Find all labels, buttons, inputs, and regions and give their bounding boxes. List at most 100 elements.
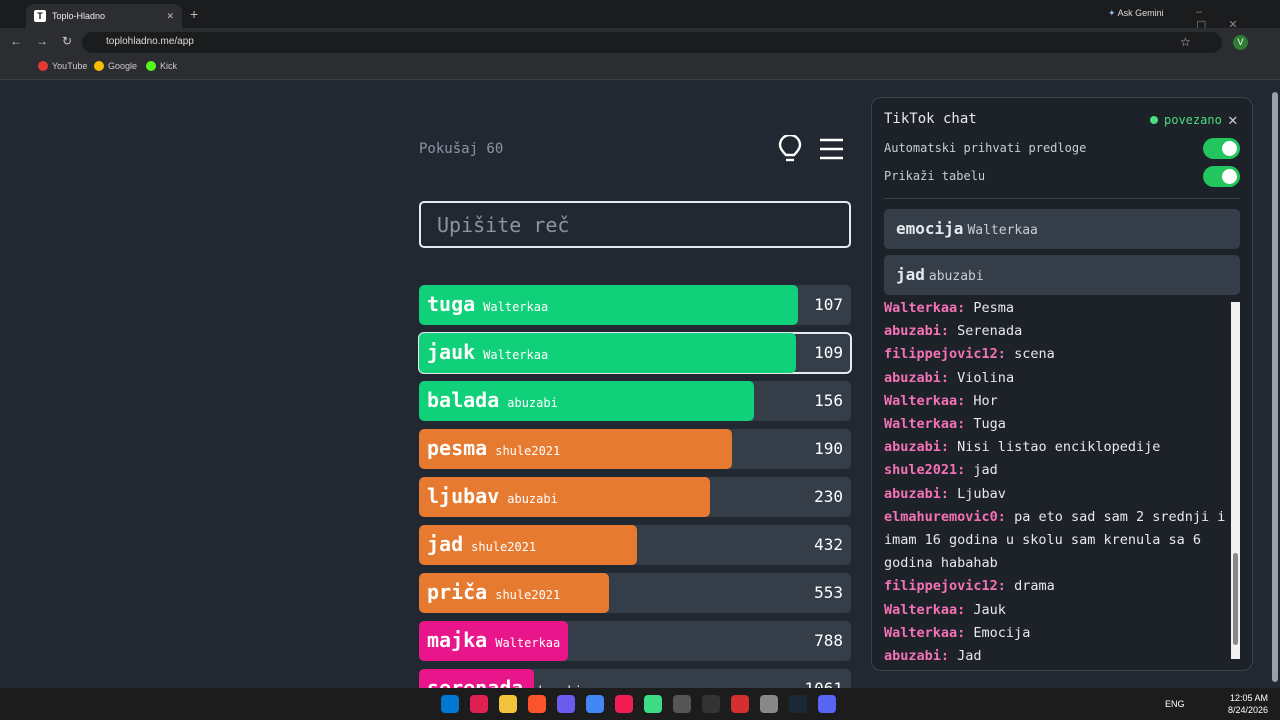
guess-user: shule2021 [471, 540, 537, 554]
guess-row[interactable]: ljubav abuzabi 230 [419, 477, 851, 517]
suggestion-word: emocija [896, 219, 964, 238]
chat-user: abuzabi: [884, 485, 950, 502]
guess-word-text: priča [427, 580, 488, 604]
chat-user: filippejovic12: [884, 346, 1006, 363]
taskbar-app[interactable] [702, 695, 720, 713]
guess-word-text: balada [427, 388, 500, 412]
taskbar-app[interactable] [789, 695, 807, 713]
setting-toggle[interactable] [1203, 138, 1240, 159]
chat-title: TikTok chat [884, 111, 977, 127]
guess-row[interactable]: pesma shule2021 190 [419, 429, 851, 469]
guess-user: abuzabi [507, 492, 558, 506]
bookmark-icon [38, 61, 48, 71]
chat-user: abuzabi: [884, 369, 950, 386]
guess-row[interactable]: jad shule2021 432 [419, 525, 851, 565]
chat-messages: Walterkaa: Pesma abuzabi: Serenada filippe… [884, 298, 1230, 660]
chat-text: Tuga [973, 416, 1006, 433]
taskbar-app[interactable] [470, 695, 488, 713]
guess-rank: 553 [814, 583, 843, 602]
language[interactable]: ENG [1165, 699, 1185, 709]
guess-word-text: jad [427, 532, 464, 556]
guess-rank: 156 [814, 391, 843, 410]
bookmark[interactable]: Kick [146, 61, 177, 71]
ask-gemini[interactable]: ✦ Ask Gemini [1108, 8, 1164, 18]
taskbar-app[interactable] [731, 695, 749, 713]
tab-bar [0, 0, 1280, 28]
guess-user: abuzabi [507, 396, 558, 410]
taskbar-app[interactable] [441, 695, 459, 713]
time: 12:05 AM [1229, 693, 1268, 703]
star[interactable]: ☆ [1180, 35, 1191, 49]
suggestion[interactable]: emocija Walterkaa [884, 209, 1240, 249]
chat-message: shule2021: jad [884, 459, 1230, 482]
taskbar-app[interactable] [760, 695, 778, 713]
taskbar-app[interactable] [673, 695, 691, 713]
address-bar[interactable]: toplohladno.me/app [82, 32, 1222, 53]
taskbar-app[interactable] [818, 695, 836, 713]
nav-buttons[interactable]: ←→↻ [10, 34, 87, 48]
chat-text: jad [973, 462, 998, 479]
guess-rank: 107 [814, 295, 843, 314]
chat-text: Serenada [957, 323, 1023, 340]
guess-row[interactable]: priča shule2021 553 [419, 573, 851, 613]
setting-label: Prikaži tabelu [884, 169, 986, 183]
taskbar-app[interactable] [528, 695, 546, 713]
url: toplohladno.me/app [106, 36, 194, 47]
chat-message: filippejovic12: scena [884, 343, 1230, 366]
chat-text: Emocija [973, 624, 1031, 641]
hint-button[interactable] [778, 135, 802, 162]
chat-text: drama [1014, 578, 1055, 595]
status-dot [1150, 116, 1158, 124]
page-scroll-thumb[interactable] [1272, 92, 1278, 682]
taskbar-app[interactable] [499, 695, 517, 713]
guess-word-text: ljubav [427, 484, 500, 508]
tab-title: Toplo-Hladno [52, 11, 106, 21]
attempt-counter: Pokušaj 60 [419, 141, 504, 157]
suggestion-user: abuzabi [928, 269, 984, 284]
bookmark[interactable]: Google [94, 61, 137, 71]
guess-row[interactable]: balada abuzabi 156 [419, 381, 851, 421]
word-input[interactable] [419, 201, 851, 248]
guess-rank: 788 [814, 631, 843, 650]
setting-toggle[interactable] [1203, 166, 1240, 187]
chat-message: abuzabi: Ljubav [884, 483, 1230, 506]
guess-row[interactable]: jauk Walterkaa 109 [418, 332, 852, 374]
taskbar-app[interactable] [644, 695, 662, 713]
chat-user: filippejovic12: [884, 578, 1006, 595]
bookmark[interactable]: YouTube [38, 61, 87, 71]
bookmark-label: YouTube [52, 61, 88, 71]
chat-message: elmahuremovic0: pa eto sad sam 2 srednji… [884, 506, 1230, 576]
chat-text: scena [1014, 346, 1055, 363]
guess-row[interactable]: majka Walterkaa 788 [419, 621, 851, 661]
clock[interactable]: 12:05 AM 8/24/2026 [1226, 692, 1268, 716]
guess-word-text: tuga [427, 292, 476, 316]
menu-button[interactable] [820, 138, 843, 160]
chat-scrollbar[interactable] [1231, 302, 1240, 659]
guess-rank: 190 [814, 439, 843, 458]
taskbar-app[interactable] [586, 695, 604, 713]
tab-close[interactable]: ✕ [166, 10, 174, 21]
taskbar [0, 688, 1280, 720]
chat-scroll-thumb[interactable] [1233, 553, 1238, 645]
chat-message: Walterkaa: Emocija [884, 622, 1230, 645]
guess-bar [419, 285, 798, 325]
guess-bar [419, 621, 569, 661]
chat-user: abuzabi: [884, 323, 950, 340]
profile[interactable]: V [1233, 35, 1248, 50]
suggestion[interactable]: jad abuzabi [884, 255, 1240, 295]
chat-text: Hor [973, 392, 998, 409]
chat-user: Walterkaa: [884, 601, 966, 618]
chat-message: abuzabi: Jad [884, 645, 1230, 660]
guess-word: ljubav abuzabi [427, 484, 558, 508]
guess-rank: 432 [814, 535, 843, 554]
chat-text: Nisi listao enciklopedije [957, 439, 1161, 456]
guess-bar [419, 333, 796, 373]
close-chat[interactable]: ✕ [1228, 110, 1238, 129]
taskbar-app[interactable] [557, 695, 575, 713]
taskbar-app[interactable] [615, 695, 633, 713]
guess-row[interactable]: tuga Walterkaa 107 [419, 285, 851, 325]
tab[interactable]: T Toplo-Hladno ✕ [26, 4, 182, 28]
chat-panel [871, 97, 1253, 671]
new-tab[interactable]: + [190, 6, 199, 22]
